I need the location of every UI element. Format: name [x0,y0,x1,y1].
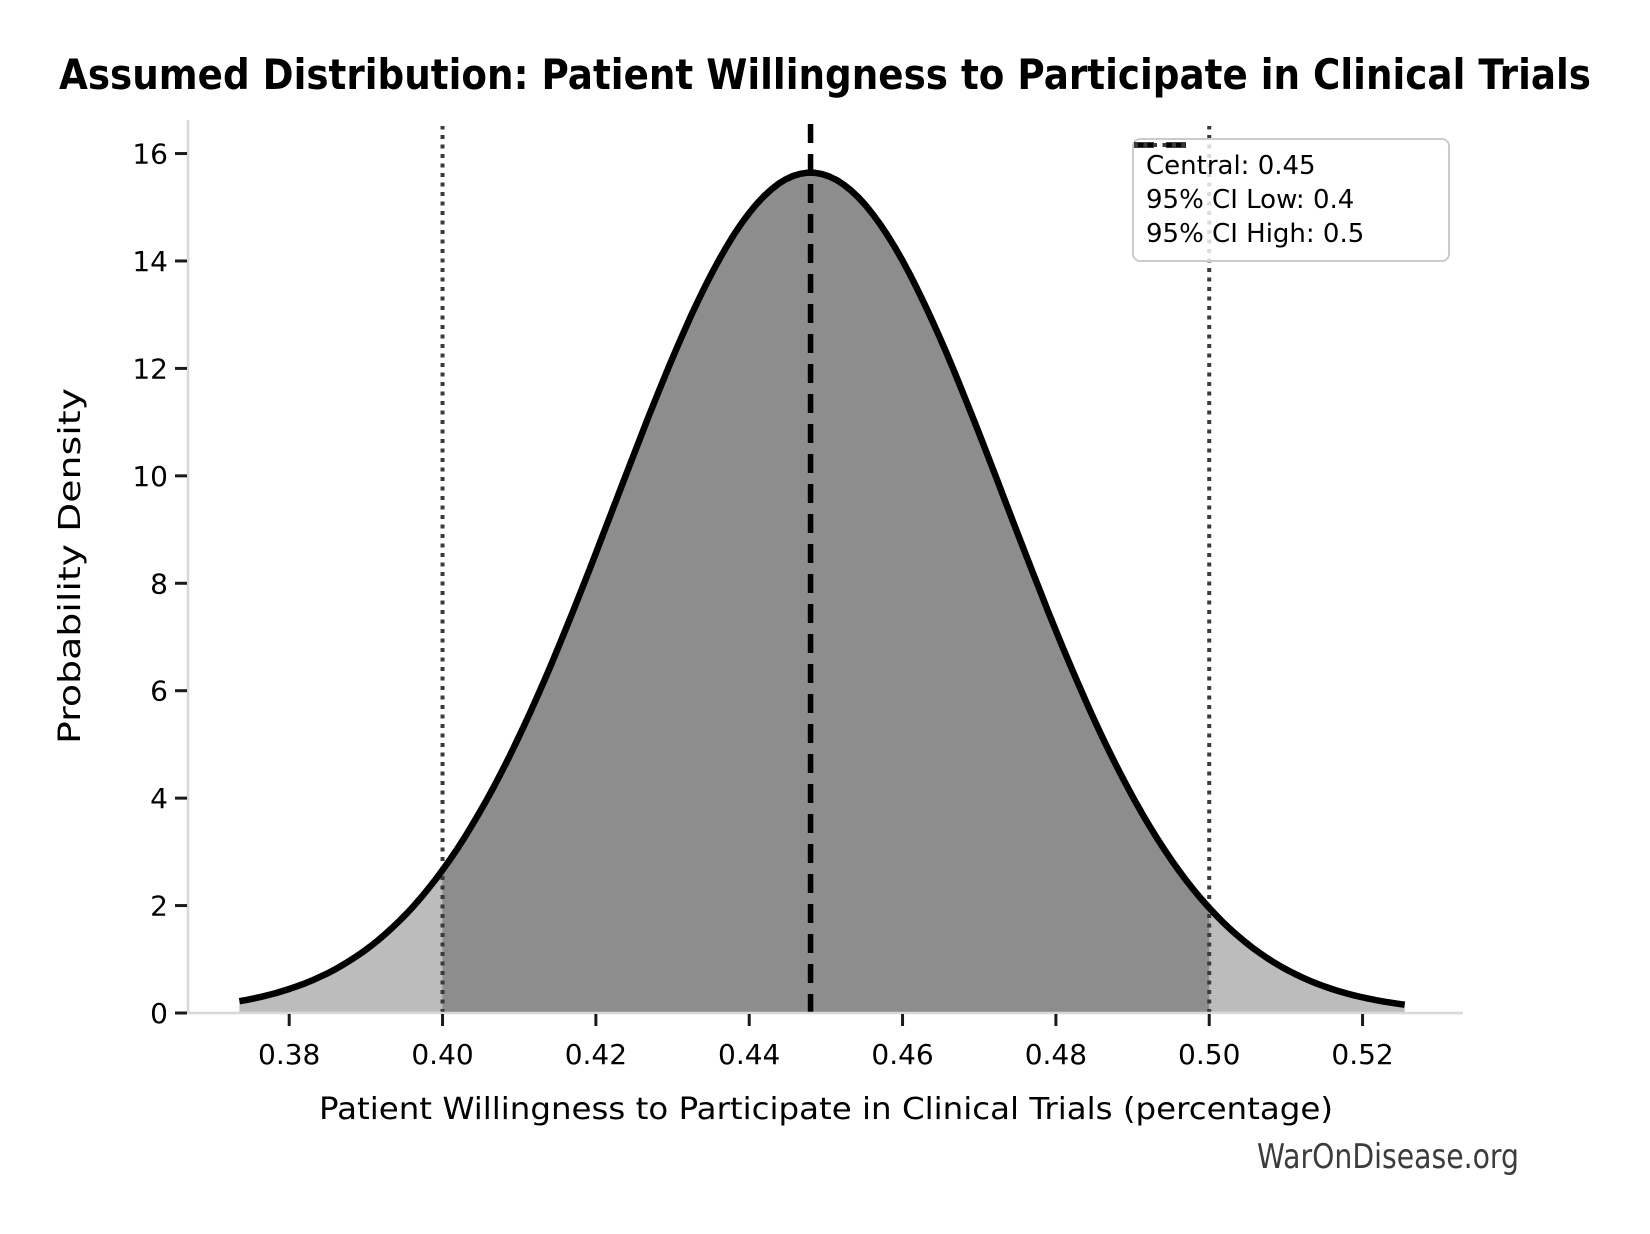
y-tick-label: 8 [150,567,168,600]
density-curve [238,169,1406,1008]
x-tick-label: 0.38 [258,1038,320,1071]
y-tick-label: 2 [150,890,168,923]
y-tick-label: 16 [132,138,168,171]
y-tick-label: 6 [150,675,168,708]
y-tick-label: 0 [150,997,168,1030]
dotted-line-icon [1134,143,1190,147]
x-tick-label: 0.40 [411,1038,473,1071]
x-tick-label: 0.46 [871,1038,933,1071]
y-tick-label: 12 [132,352,168,385]
ci-area [442,172,1210,1014]
x-tick-label: 0.48 [1025,1038,1087,1071]
x-axis-label: Patient Willingness to Participate in Cl… [319,1092,1333,1127]
x-tick-label: 0.42 [565,1038,627,1071]
watermark: WarOnDisease.org [1257,1137,1519,1177]
chart-title: Assumed Distribution: Patient Willingnes… [59,50,1591,99]
dashed-line-icon [1134,142,1190,148]
legend: Central: 0.45 95% CI Low: 0.4 95% CI High:… [1132,138,1450,262]
x-tick-label: 0.52 [1331,1038,1393,1071]
legend-item-label: 95% CI High: 0.5 [1146,219,1365,249]
legend-item: Central: 0.45 [1134,142,1436,183]
y-tick-label: 10 [132,460,168,493]
y-axis-label: Probability Density [53,388,88,744]
legend-item: 95% CI Low: 0.4 [1134,143,1436,217]
legend-item: 95% CI High: 0.5 [1134,143,1436,251]
x-tick-label: 0.44 [718,1038,780,1071]
y-tick-label: 4 [150,782,168,815]
legend-item-label: 95% CI Low: 0.4 [1146,185,1355,215]
legend-item-label: Central: 0.45 [1146,151,1316,181]
plot-area: 0.38 0.40 0.42 0.44 0.46 0.48 0.50 0.52 0 2 4 6 8 10 1… [132,117,1463,1071]
y-tick-label: 14 [132,245,168,278]
x-tick-label: 0.50 [1178,1038,1240,1071]
